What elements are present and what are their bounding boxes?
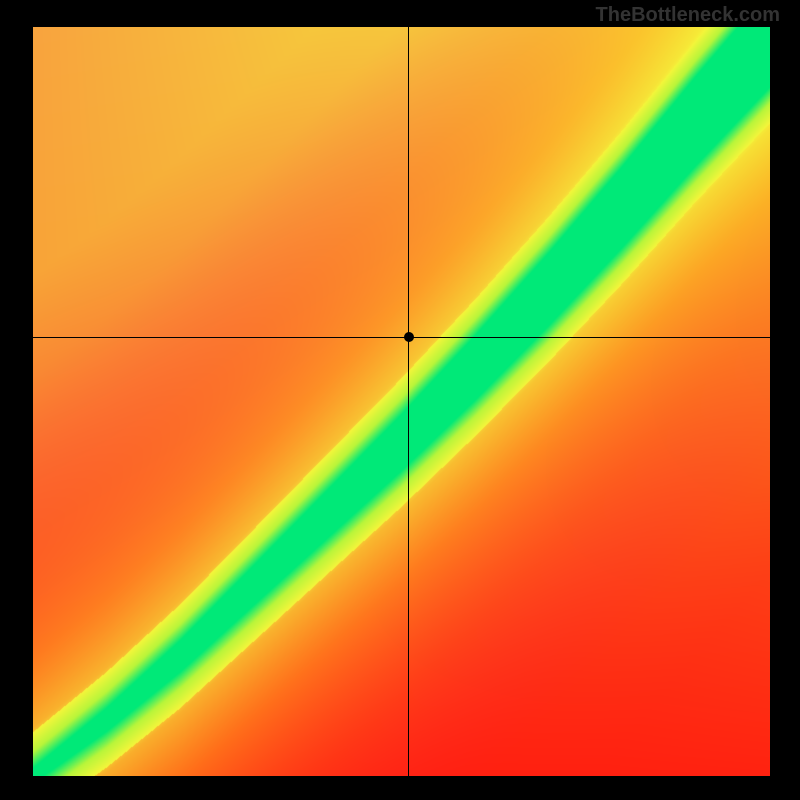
crosshair-marker [404,332,414,342]
watermark-text: TheBottleneck.com [596,4,780,27]
heatmap-plot [33,27,770,776]
crosshair-horizontal [33,337,770,338]
crosshair-vertical [408,27,409,776]
heatmap-canvas [33,27,770,776]
